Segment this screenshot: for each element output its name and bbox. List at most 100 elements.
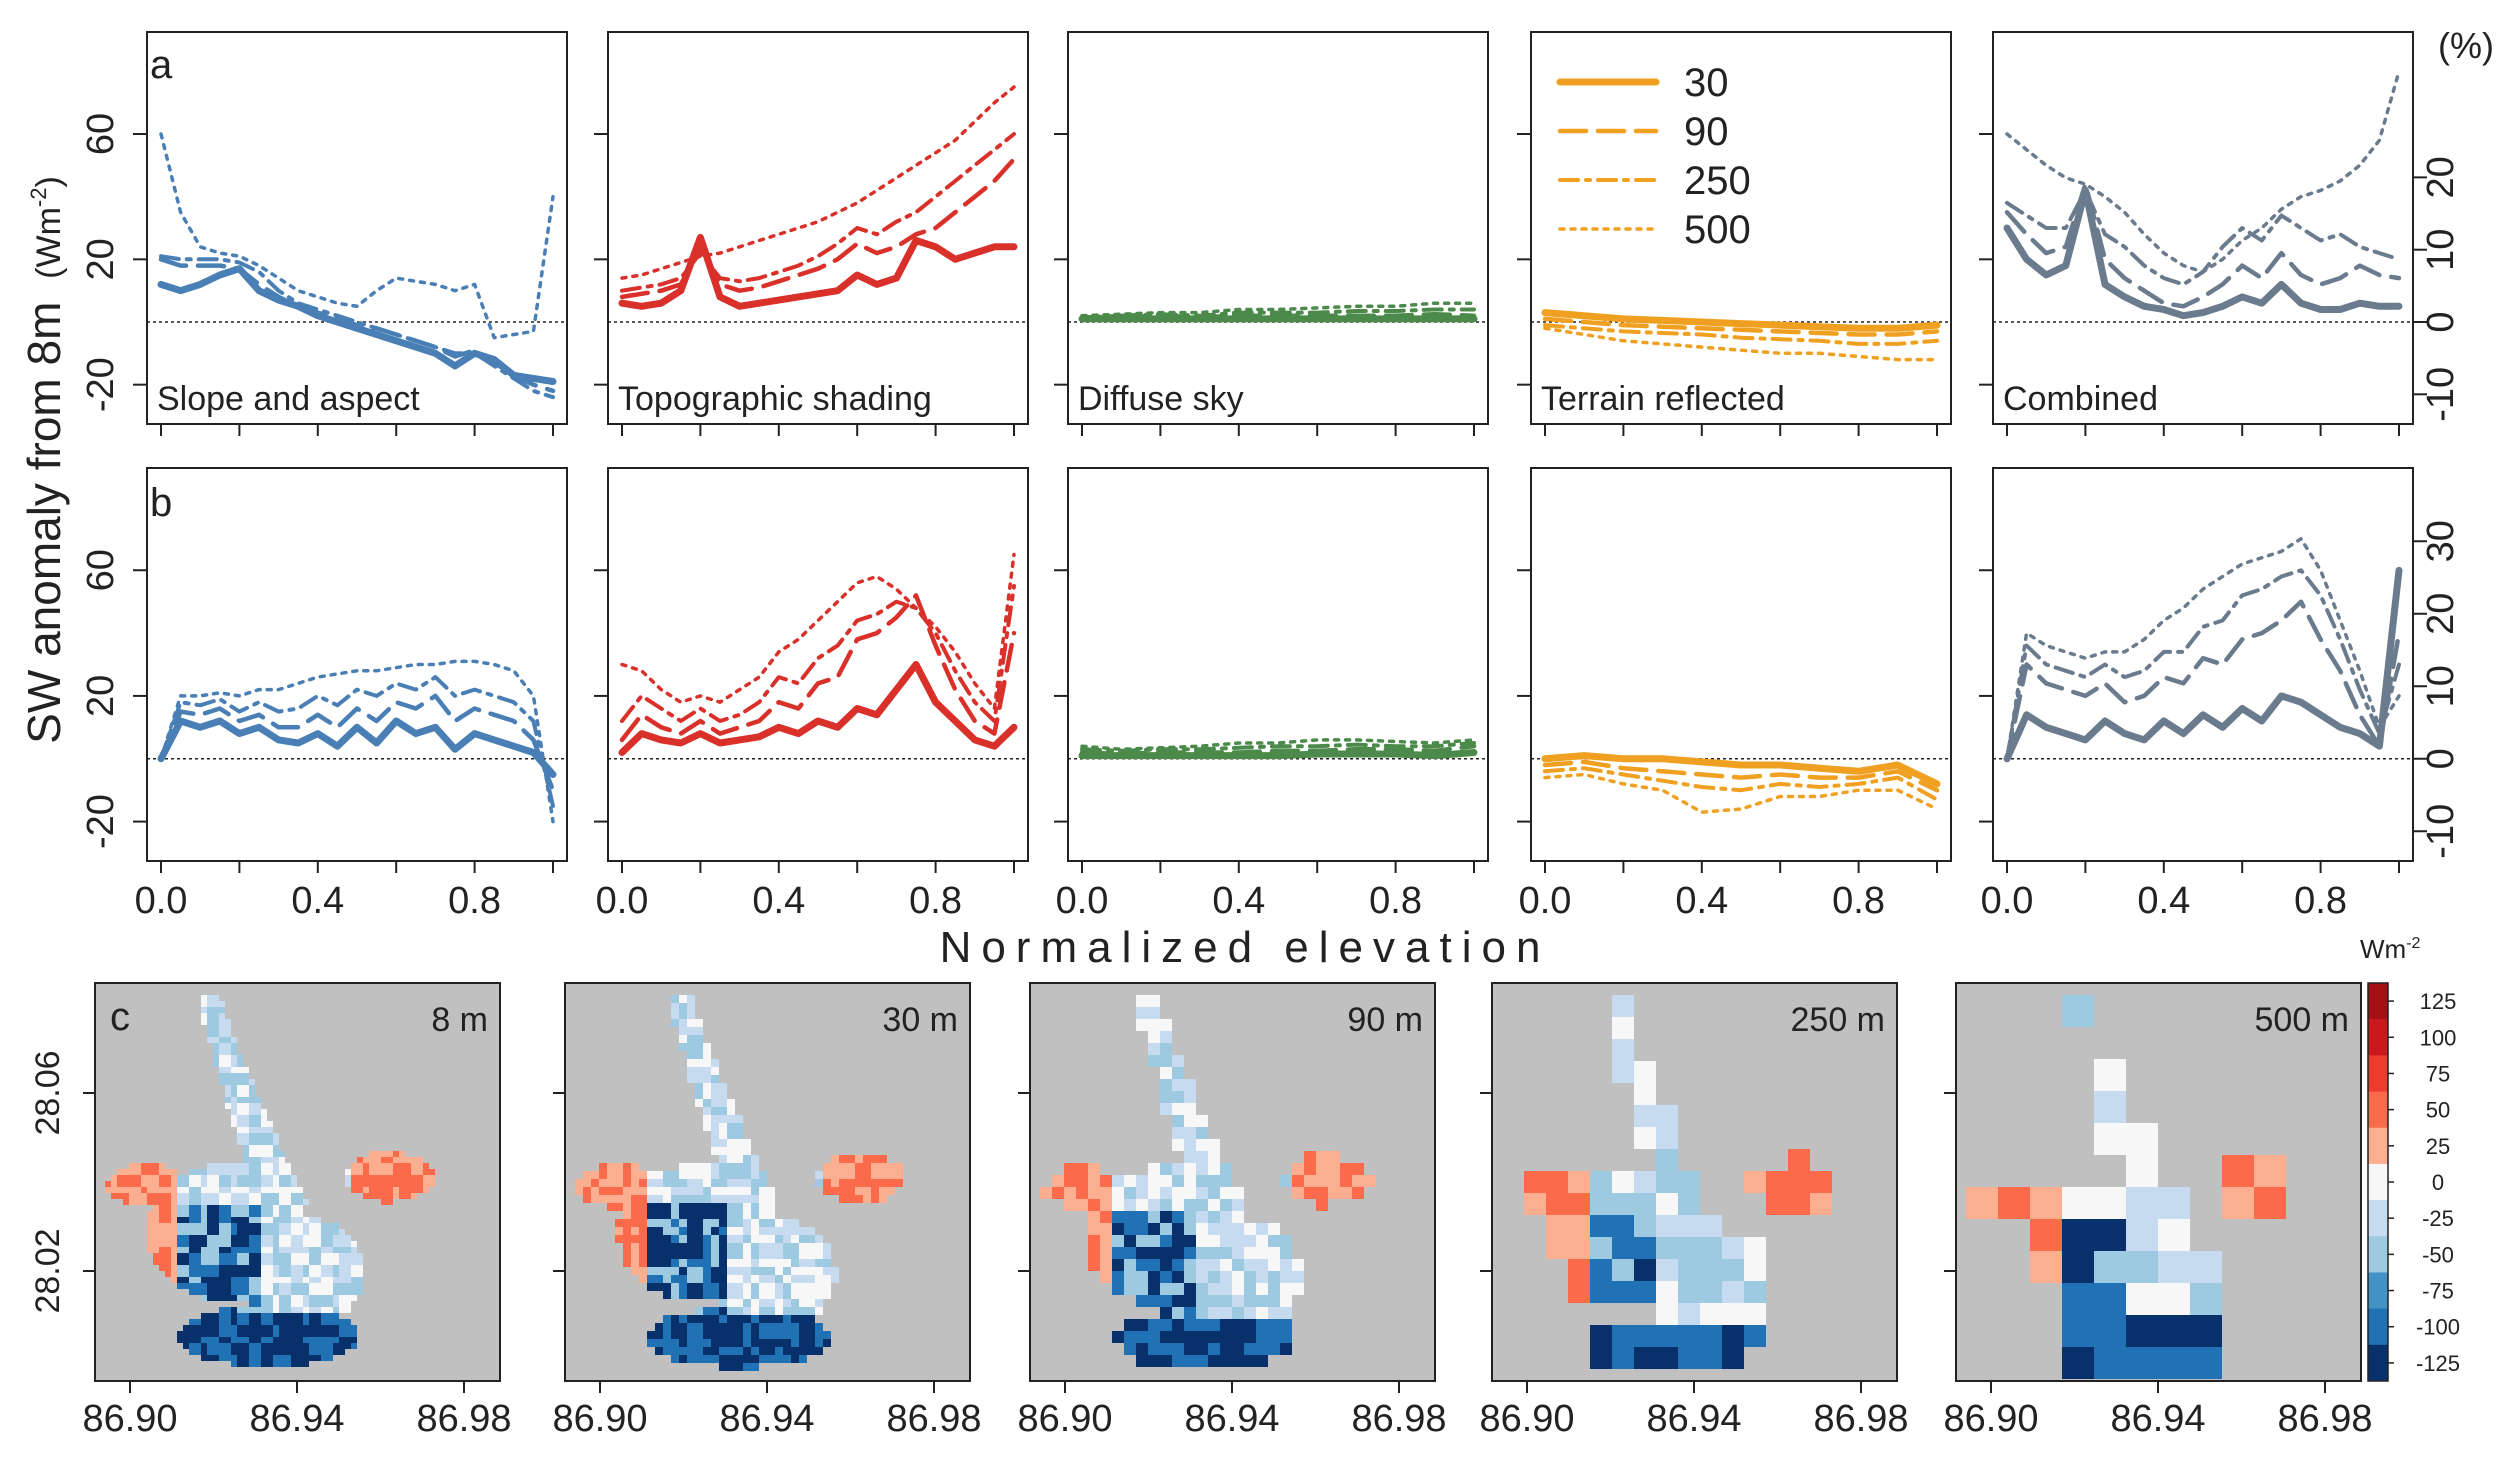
map-cell: [273, 1193, 279, 1199]
map-cell: [267, 1187, 273, 1193]
map-cell: [231, 1307, 237, 1313]
map-cell: [345, 1169, 351, 1175]
map-cell: [719, 1227, 727, 1235]
map-cell: [189, 1343, 195, 1349]
map-cell: [671, 1323, 679, 1331]
panel-b-slope-and-aspect-xtick-label: 0.4: [291, 880, 344, 922]
map-cell: [1196, 1331, 1208, 1343]
map-cell: [249, 1307, 255, 1313]
map-cell: [243, 1343, 249, 1349]
map-cell: [847, 1179, 855, 1187]
map-cell: [759, 1347, 767, 1355]
map-cell: [225, 1031, 231, 1037]
map-cell: [237, 1247, 243, 1253]
map-cell: [655, 1235, 663, 1243]
map-cell: [1184, 1139, 1196, 1151]
map-cell: [1304, 1151, 1316, 1163]
map-cell: [1280, 1343, 1292, 1355]
map-cell: [321, 1331, 327, 1337]
panel-b-combined-y2tick-label: 30: [2420, 520, 2462, 562]
map-cell: [687, 1219, 695, 1227]
map-cell: [807, 1283, 815, 1291]
map-cell: [327, 1223, 333, 1229]
map-cell: [1076, 1199, 1088, 1211]
map-cell: [687, 1075, 695, 1083]
map-cell: [273, 1133, 279, 1139]
map-cell: [671, 1235, 679, 1243]
map-cell: [671, 1259, 679, 1267]
map-cell: [243, 1229, 249, 1235]
map-panel-250-m-xtick-label: 86.98: [1813, 1398, 1908, 1440]
map-cell: [315, 1235, 321, 1241]
map-cell: [201, 1295, 207, 1301]
map-cell: [775, 1307, 783, 1315]
map-cell: [719, 1307, 727, 1315]
map-cell: [703, 1099, 711, 1107]
map-cell: [735, 1187, 743, 1195]
map-cell: [105, 1181, 111, 1187]
map-cell: [339, 1241, 345, 1247]
map-cell: [1076, 1187, 1088, 1199]
map-cell: [815, 1331, 823, 1339]
map-cell: [291, 1313, 297, 1319]
map-cell: [759, 1307, 767, 1315]
map-cell: [219, 1349, 225, 1355]
map-cell: [631, 1163, 639, 1171]
panel-a-topographic-shading-title: Topographic shading: [618, 380, 932, 418]
map-cell: [815, 1339, 823, 1347]
map-cell: [1678, 1193, 1700, 1215]
map-cell: [339, 1247, 345, 1253]
map-cell: [743, 1315, 751, 1323]
map-cell: [165, 1265, 171, 1271]
map-cell: [237, 1163, 243, 1169]
map-cell: [855, 1187, 863, 1195]
map-cell: [1634, 1215, 1656, 1237]
map-cell: [231, 1049, 237, 1055]
map-cell: [879, 1155, 887, 1163]
map-cell: [1722, 1281, 1744, 1303]
map-cell: [213, 1313, 219, 1319]
map-cell: [1184, 1115, 1196, 1127]
map-cell: [237, 1091, 243, 1097]
map-cell: [839, 1171, 847, 1179]
map-cell: [2126, 1155, 2158, 1187]
map-cell: [591, 1195, 599, 1203]
map-cell: [783, 1227, 791, 1235]
map-cell: [249, 1211, 255, 1217]
map-cell: [207, 1253, 213, 1259]
map-cell: [1256, 1283, 1268, 1295]
row-label-b: b: [150, 481, 172, 525]
map-cell: [237, 1265, 243, 1271]
map-cell: [1316, 1163, 1328, 1175]
map-cell: [1184, 1187, 1196, 1199]
map-cell: [743, 1235, 751, 1243]
y-axis-label-main: SW anomaly from 8m: [18, 302, 70, 744]
map-cell: [261, 1343, 267, 1349]
map-cell: [153, 1211, 159, 1217]
map-cell: [333, 1295, 339, 1301]
map-cell: [1700, 1259, 1722, 1281]
map-panel-30-m-xtick-label: 86.98: [886, 1398, 981, 1440]
map-cell: [1256, 1343, 1268, 1355]
map-cell: [171, 1247, 177, 1253]
map-cell: [1590, 1171, 1612, 1193]
map-cell: [129, 1181, 135, 1187]
map-cell: [1634, 1237, 1656, 1259]
map-cell: [243, 1241, 249, 1247]
map-cell: [339, 1229, 345, 1235]
map-cell: [695, 1243, 703, 1251]
map-cell: [799, 1331, 807, 1339]
map-cell: [231, 1055, 237, 1061]
map-cell: [315, 1229, 321, 1235]
map-cell: [1328, 1175, 1340, 1187]
map-cell: [1184, 1079, 1196, 1091]
map-cell: [213, 1349, 219, 1355]
map-cell: [243, 1283, 249, 1289]
map-cell: [243, 1223, 249, 1229]
map-panel-8-m-ytick-label: 28.02: [29, 1228, 67, 1313]
map-cell: [1292, 1187, 1304, 1199]
map-cell: [267, 1217, 273, 1223]
map-cell: [315, 1307, 321, 1313]
map-cell: [791, 1243, 799, 1251]
